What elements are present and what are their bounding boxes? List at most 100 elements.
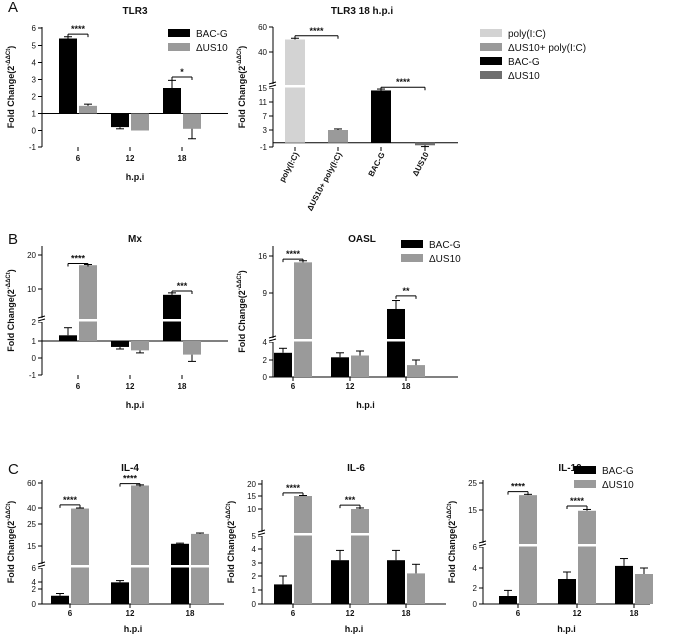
y-axis-label-sup: -ΔΔCt bbox=[226, 504, 232, 521]
y-axis-label-sup: -ΔΔCt bbox=[237, 273, 243, 290]
y-tick-label: 20 bbox=[247, 480, 256, 489]
y-tick-label: 2 bbox=[473, 584, 478, 593]
significance-label: **** bbox=[286, 249, 301, 259]
panel-letter: A bbox=[8, 0, 18, 16]
axis-break-mark bbox=[257, 532, 266, 536]
y-tick-label: 3 bbox=[252, 559, 257, 568]
significance-label: **** bbox=[309, 26, 324, 36]
x-tick-label: BAC-G bbox=[367, 151, 387, 178]
chart-title: TLR3 18 h.p.i bbox=[331, 6, 393, 17]
bar bbox=[111, 341, 129, 347]
y-tick-label: 0 bbox=[32, 127, 37, 136]
bar bbox=[171, 543, 189, 604]
y-axis-label-close: ) bbox=[226, 501, 236, 504]
y-tick-label: 4 bbox=[263, 338, 268, 347]
y-axis-label: Fold Change(2-ΔΔCt) bbox=[447, 501, 457, 583]
x-tick-label: 6 bbox=[76, 382, 81, 391]
significance-label: **** bbox=[286, 483, 301, 493]
x-tick-label: 6 bbox=[68, 609, 73, 618]
axis-break-mark bbox=[478, 543, 487, 547]
significance-label: **** bbox=[71, 254, 86, 264]
x-axis-label: h.p.i bbox=[124, 624, 143, 634]
bar-break-stripe bbox=[131, 565, 149, 568]
y-tick-label: 40 bbox=[258, 48, 267, 57]
legend-label: BAC-G bbox=[429, 240, 461, 251]
axis-break-mark bbox=[268, 81, 277, 85]
significance-label: ** bbox=[402, 286, 410, 296]
bar bbox=[131, 341, 149, 351]
x-tick-label: 18 bbox=[402, 609, 411, 618]
significance-label: **** bbox=[63, 495, 78, 505]
bar bbox=[79, 105, 97, 114]
y-axis-label-close: ) bbox=[6, 501, 16, 504]
bar-break-stripe bbox=[163, 319, 181, 322]
y-tick-label: 11 bbox=[259, 98, 268, 107]
legend-swatch bbox=[480, 29, 502, 37]
y-tick-label: 15 bbox=[247, 492, 256, 501]
axis-break-mark bbox=[37, 564, 46, 568]
y-tick-label: 25 bbox=[27, 520, 36, 529]
significance-label: *** bbox=[177, 281, 188, 291]
bar-break-stripe bbox=[578, 544, 596, 547]
y-axis-label-close: ) bbox=[6, 269, 16, 272]
legend-swatch bbox=[480, 71, 502, 79]
bar bbox=[183, 113, 201, 129]
bar bbox=[351, 355, 369, 377]
legend-label: ΔUS10 bbox=[429, 254, 461, 265]
panel-letter: C bbox=[8, 461, 19, 478]
chart-title: IL-10 bbox=[558, 463, 582, 474]
legend-swatch bbox=[574, 466, 596, 474]
bar bbox=[371, 90, 391, 143]
y-axis-label-sup: -ΔΔCt bbox=[237, 49, 243, 66]
y-tick-label: 60 bbox=[258, 23, 267, 32]
y-tick-label: 2 bbox=[32, 93, 37, 102]
x-tick-label: 18 bbox=[178, 154, 187, 163]
significance-label: * bbox=[180, 67, 184, 77]
y-tick-label: 2 bbox=[32, 318, 37, 327]
bar bbox=[183, 341, 201, 355]
x-tick-label: 12 bbox=[573, 609, 582, 618]
bar bbox=[163, 294, 181, 341]
legend-swatch bbox=[401, 254, 423, 262]
y-axis-label-main: Fold Change(2 bbox=[6, 521, 16, 584]
axis-break-mark bbox=[37, 315, 46, 319]
significance-label: **** bbox=[71, 24, 86, 34]
x-axis-label: h.p.i bbox=[345, 624, 364, 634]
y-tick-label: 5 bbox=[252, 532, 257, 541]
bar-break-stripe bbox=[71, 565, 89, 568]
legend-swatch bbox=[168, 29, 190, 37]
y-axis-label: Fold Change(2-ΔΔCt) bbox=[6, 46, 16, 128]
chart-title: TLR3 bbox=[123, 6, 148, 17]
significance-label: **** bbox=[511, 482, 526, 492]
x-tick-label: 12 bbox=[126, 609, 135, 618]
y-axis-label: Fold Change(2-ΔΔCt) bbox=[237, 46, 247, 128]
y-axis-label-close: ) bbox=[237, 46, 247, 49]
panel-letter: B bbox=[8, 231, 18, 248]
chart-title: IL-6 bbox=[347, 463, 365, 474]
x-tick-label: 12 bbox=[126, 154, 135, 163]
bar bbox=[131, 485, 149, 604]
x-tick-label: 18 bbox=[402, 382, 411, 391]
legend-label: BAC-G bbox=[602, 466, 634, 477]
bar-break-stripe bbox=[294, 339, 312, 342]
bar bbox=[578, 510, 596, 604]
y-tick-label: 6 bbox=[473, 543, 478, 552]
y-axis-label-sup: -ΔΔCt bbox=[6, 504, 12, 521]
y-axis-label-close: ) bbox=[237, 270, 247, 273]
y-tick-label: 16 bbox=[258, 252, 267, 261]
x-tick-label: 6 bbox=[76, 154, 81, 163]
legend-swatch bbox=[480, 57, 502, 65]
x-tick-label: ΔUS10 bbox=[411, 150, 431, 177]
y-tick-label: 15 bbox=[27, 542, 36, 551]
y-axis-label-main: Fold Change(2 bbox=[226, 521, 236, 584]
y-tick-label: 6 bbox=[32, 24, 37, 33]
bar bbox=[615, 565, 633, 604]
y-tick-label: -1 bbox=[29, 143, 37, 152]
legend-label: BAC-G bbox=[508, 57, 540, 68]
legend-label: ΔUS10 bbox=[508, 71, 540, 82]
bar bbox=[407, 365, 425, 377]
axis-break-mark bbox=[268, 335, 277, 339]
y-tick-label: 9 bbox=[263, 289, 268, 298]
y-axis-label-close: ) bbox=[6, 46, 16, 49]
